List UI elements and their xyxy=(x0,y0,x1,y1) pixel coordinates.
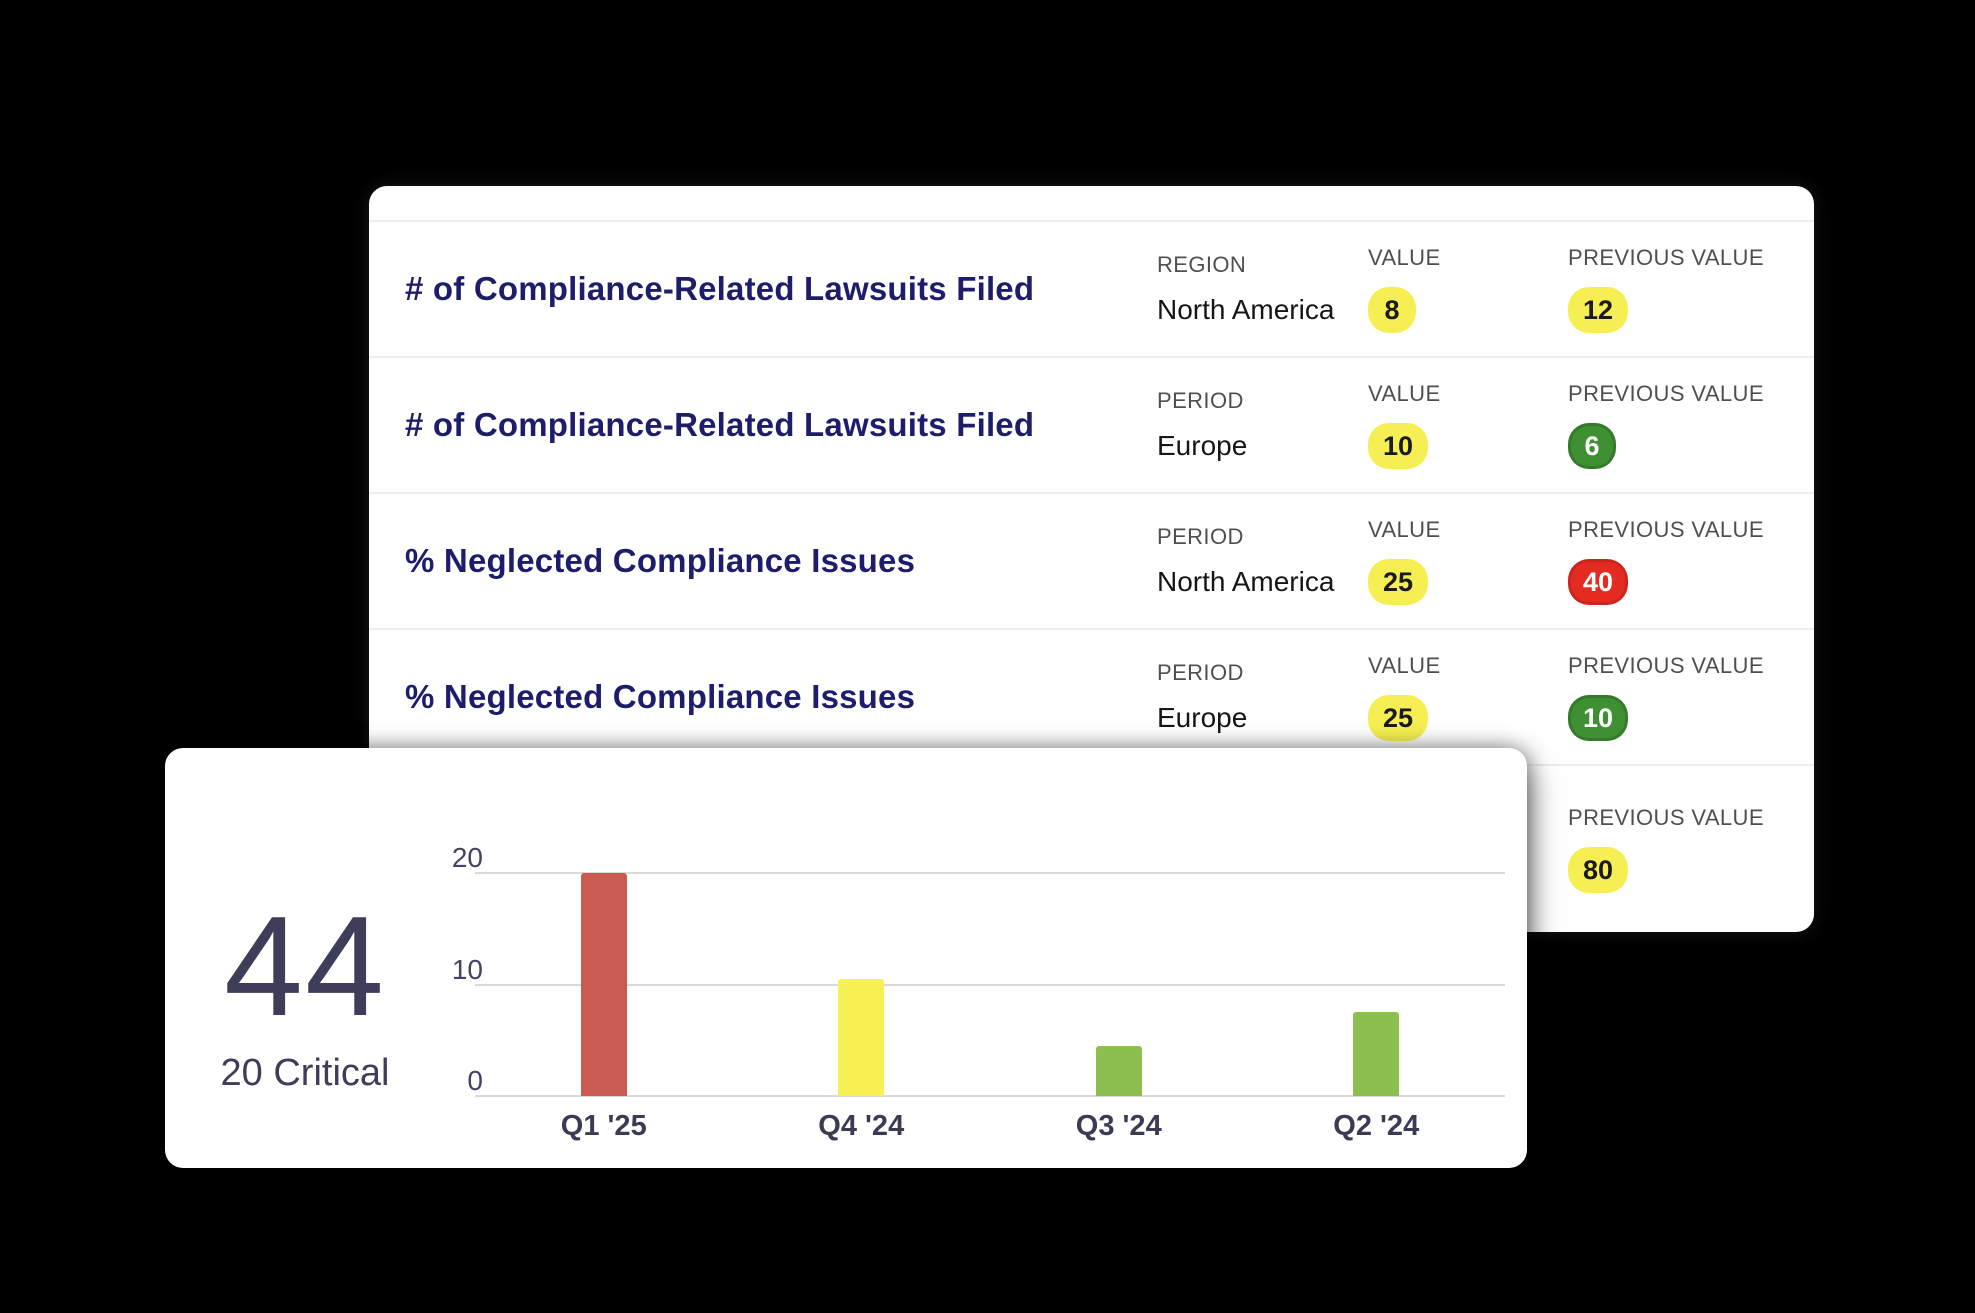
previous-value-label: PREVIOUS VALUE xyxy=(1568,517,1764,542)
value-badge: 10 xyxy=(1368,423,1429,469)
value-cell: VALUE 25 xyxy=(1368,653,1568,741)
dimension-cell: REGION North America xyxy=(1157,252,1368,326)
previous-value-badge: 12 xyxy=(1568,287,1629,333)
dimension-value: North America xyxy=(1157,566,1335,597)
previous-value-cell: PREVIOUS VALUE 6 xyxy=(1568,381,1814,469)
gridline xyxy=(475,872,1505,874)
value-label: VALUE xyxy=(1368,381,1441,406)
bar-chart-plot: 0 10 20 Q1 '25 Q4 '24 Q3 '24 Q2 '24 xyxy=(452,842,1505,1142)
x-tick-label: Q1 '25 xyxy=(560,1110,647,1142)
metric-row-lawsuits-europe[interactable]: # of Compliance-Related Lawsuits Filed P… xyxy=(369,356,1814,492)
previous-value-cell: PREVIOUS VALUE 10 xyxy=(1568,653,1814,741)
previous-value-label: PREVIOUS VALUE xyxy=(1568,805,1764,830)
metric-title: # of Compliance-Related Lawsuits Filed xyxy=(405,406,1035,443)
previous-value-cell: PREVIOUS VALUE 12 xyxy=(1568,245,1814,333)
metric-title: % Neglected Compliance Issues xyxy=(405,542,916,579)
summary-card: 44 20 Critical 0 10 20 Q1 '25 Q4 '24 Q3 '24 Q2… xyxy=(165,748,1527,1168)
chart-bar[interactable] xyxy=(838,978,885,1096)
total-subtitle: 20 Critical xyxy=(220,1052,390,1094)
value-label: VALUE xyxy=(1368,517,1441,542)
dimension-label: PERIOD xyxy=(1157,660,1244,685)
dimension-label: PERIOD xyxy=(1157,388,1244,413)
previous-value-badge: 80 xyxy=(1568,847,1629,893)
previous-value-badge: 6 xyxy=(1568,423,1616,469)
dimension-label: REGION xyxy=(1157,252,1247,277)
dimension-cell: PERIOD Europe xyxy=(1157,660,1368,734)
previous-value-badge: 40 xyxy=(1568,559,1629,605)
bar-chart: 0 10 20 Q1 '25 Q4 '24 Q3 '24 Q2 '24 xyxy=(452,842,1505,1168)
value-badge: 25 xyxy=(1368,559,1429,605)
previous-value-cell: PREVIOUS VALUE 40 xyxy=(1568,517,1814,605)
chart-bar[interactable] xyxy=(1095,1045,1142,1096)
value-cell: VALUE 10 xyxy=(1368,381,1568,469)
y-tick-label: 0 xyxy=(467,1065,483,1096)
chart-bar[interactable] xyxy=(580,873,627,1096)
x-tick-label: Q3 '24 xyxy=(1075,1110,1162,1142)
dimension-cell: PERIOD Europe xyxy=(1157,388,1368,462)
dimension-value: Europe xyxy=(1157,430,1248,461)
stat-block: 44 20 Critical xyxy=(165,896,445,1095)
metric-row-neglected-europe[interactable]: % Neglected Compliance Issues PERIOD Eur… xyxy=(369,628,1814,764)
y-tick-label: 20 xyxy=(451,842,483,873)
dimension-label: PERIOD xyxy=(1157,524,1244,549)
dimension-value: Europe xyxy=(1157,702,1248,733)
previous-value-label: PREVIOUS VALUE xyxy=(1568,381,1764,406)
metric-title: % Neglected Compliance Issues xyxy=(405,678,916,715)
metric-row-lawsuits-north-america[interactable]: # of Compliance-Related Lawsuits Filed R… xyxy=(369,220,1814,356)
value-label: VALUE xyxy=(1368,653,1441,678)
value-cell: VALUE 25 xyxy=(1368,517,1568,605)
gridline xyxy=(475,983,1505,986)
previous-value-label: PREVIOUS VALUE xyxy=(1568,245,1764,270)
value-label: VALUE xyxy=(1368,245,1441,270)
metric-title: # of Compliance-Related Lawsuits Filed xyxy=(405,270,1035,307)
previous-value-cell: PREVIOUS VALUE 80 xyxy=(1568,805,1814,893)
previous-value-label: PREVIOUS VALUE xyxy=(1568,653,1764,678)
chart-bar[interactable] xyxy=(1353,1012,1400,1096)
metric-row-neglected-north-america[interactable]: % Neglected Compliance Issues PERIOD Nor… xyxy=(369,492,1814,628)
previous-value-badge: 10 xyxy=(1568,695,1629,741)
value-cell: VALUE 8 xyxy=(1368,245,1568,333)
total-value: 44 xyxy=(224,887,386,1046)
value-badge: 8 xyxy=(1368,287,1416,333)
value-badge: 25 xyxy=(1368,695,1429,741)
x-tick-label: Q4 '24 xyxy=(818,1110,905,1142)
x-tick-label: Q2 '24 xyxy=(1333,1110,1420,1142)
gridline xyxy=(475,1095,1505,1097)
y-tick-label: 10 xyxy=(451,953,483,985)
metrics-rows: # of Compliance-Related Lawsuits Filed R… xyxy=(369,186,1814,932)
dimension-value: North America xyxy=(1157,294,1335,325)
dimension-cell: PERIOD North America xyxy=(1157,524,1368,598)
